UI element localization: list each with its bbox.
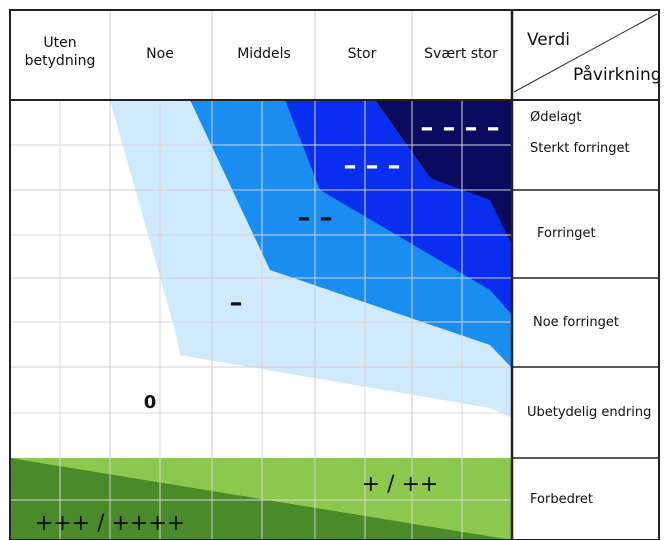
- zone-label-neutral: 0: [144, 392, 157, 413]
- zone-label-medium-negative: – –: [297, 203, 332, 233]
- corner-diagonal: [513, 13, 658, 93]
- zone-medium-negative: [190, 100, 512, 368]
- grid-lines: [10, 100, 512, 540]
- header-row: [10, 10, 659, 100]
- row-label-forbedret: Forbedret: [530, 492, 593, 507]
- header-noe: Noe: [146, 46, 174, 62]
- zone-large-negative: [285, 100, 512, 315]
- zone-label-very-positive: +++ / ++++: [35, 511, 185, 536]
- header-uten-line2: betydning: [25, 53, 96, 69]
- zone-very-large-negative: [375, 100, 512, 245]
- outer-border: [9, 9, 660, 540]
- header-middels: Middels: [237, 46, 291, 62]
- row-label-ubetydelig-endring: Ubetydelig endring: [527, 405, 651, 420]
- label-column-lines: [512, 189, 659, 459]
- zone-very-positive: [10, 458, 512, 540]
- cell-dividers: [10, 10, 512, 540]
- corner-verdi: Verdi: [527, 30, 570, 50]
- row-label-odelagt: Ødelagt: [530, 110, 581, 125]
- header-svaert-stor: Svært stor: [424, 46, 498, 62]
- zone-label-large-negative: – – –: [343, 151, 400, 181]
- row-label-noe-forringet: Noe forringet: [533, 315, 619, 330]
- header-uten-line1: Uten: [43, 35, 76, 51]
- zone-label-small-negative: –: [230, 288, 243, 318]
- row-label-forringet: Forringet: [537, 226, 596, 241]
- zone-label-very-large-negative: – – – –: [420, 113, 499, 143]
- corner-pavirkning: Påvirkning: [573, 64, 662, 85]
- row-label-sterkt-forringet: Sterkt forringet: [530, 141, 630, 156]
- zone-label-positive: + / ++: [362, 472, 439, 497]
- header-stor: Stor: [348, 46, 377, 62]
